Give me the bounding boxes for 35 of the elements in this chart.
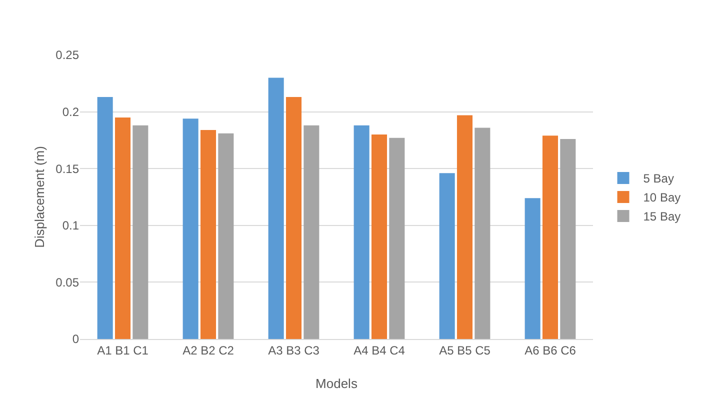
bar	[182, 118, 198, 339]
bar	[268, 78, 284, 339]
legend-label: 5 Bay	[643, 172, 674, 186]
bar	[200, 130, 216, 339]
bar	[542, 136, 558, 339]
y-tick-label: 0.2	[62, 105, 80, 119]
x-tick-label: A1 B1 C1	[97, 343, 149, 358]
bar	[439, 173, 455, 339]
y-tick-label: 0.05	[56, 275, 80, 290]
y-axis-title: Displacement (m)	[32, 146, 47, 248]
x-tick-label: A3 B3 C3	[268, 343, 320, 358]
x-axis-title: Models	[316, 376, 358, 391]
y-tick-label: 0.1	[62, 218, 80, 233]
bar	[132, 125, 148, 339]
x-tick-label: A2 B2 C2	[182, 343, 234, 358]
bar	[218, 133, 234, 339]
legend-label: 15 Bay	[643, 210, 681, 224]
y-tick-label: 0.25	[56, 48, 80, 62]
x-tick-label: A6 B6 C6	[524, 343, 576, 358]
bar	[560, 139, 576, 339]
bar	[524, 198, 540, 339]
bar	[456, 115, 473, 339]
bar	[389, 138, 405, 339]
legend-label: 10 Bay	[643, 190, 681, 205]
bar	[304, 125, 320, 339]
bar	[114, 117, 131, 339]
bar	[97, 97, 113, 339]
bar	[371, 134, 388, 339]
bar	[474, 128, 490, 339]
x-tick-label: A4 B4 C4	[354, 343, 406, 358]
bar	[354, 125, 370, 339]
x-tick-label: A5 B5 C5	[439, 343, 491, 358]
y-tick-label: 0	[72, 332, 80, 346]
y-tick-label: 0.15	[56, 162, 80, 176]
bar	[286, 97, 302, 339]
